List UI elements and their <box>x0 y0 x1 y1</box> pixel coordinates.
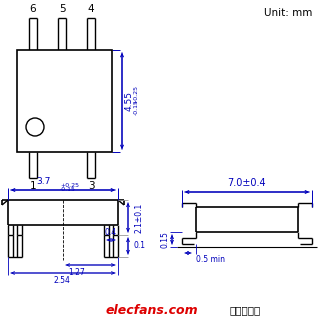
Text: 0.5 min: 0.5 min <box>196 255 225 264</box>
Text: +0.25: +0.25 <box>60 183 79 188</box>
Bar <box>17 50 112 152</box>
Text: 1.27: 1.27 <box>69 268 85 277</box>
Text: 6: 6 <box>30 4 36 14</box>
Text: 2.1±0.1: 2.1±0.1 <box>134 203 143 233</box>
Text: elecfans.com: elecfans.com <box>106 303 198 316</box>
Text: 0.15: 0.15 <box>160 231 169 248</box>
Text: 4.55: 4.55 <box>125 91 134 111</box>
Text: -0.15: -0.15 <box>60 187 76 192</box>
Text: -0.15: -0.15 <box>134 99 139 115</box>
Text: 2.54: 2.54 <box>53 276 71 285</box>
Text: 5: 5 <box>59 4 65 14</box>
Text: 3: 3 <box>88 181 94 191</box>
Text: 1: 1 <box>30 181 36 191</box>
Text: 0.4: 0.4 <box>105 228 117 237</box>
Text: 7.0±0.4: 7.0±0.4 <box>228 178 266 188</box>
Text: +0.25: +0.25 <box>134 86 139 105</box>
Text: 电子发烧友: 电子发烧友 <box>229 305 261 315</box>
Text: 4: 4 <box>88 4 94 14</box>
Text: 3.7: 3.7 <box>36 177 50 186</box>
Text: 0.1: 0.1 <box>134 241 146 251</box>
Text: Unit: mm: Unit: mm <box>264 8 312 18</box>
